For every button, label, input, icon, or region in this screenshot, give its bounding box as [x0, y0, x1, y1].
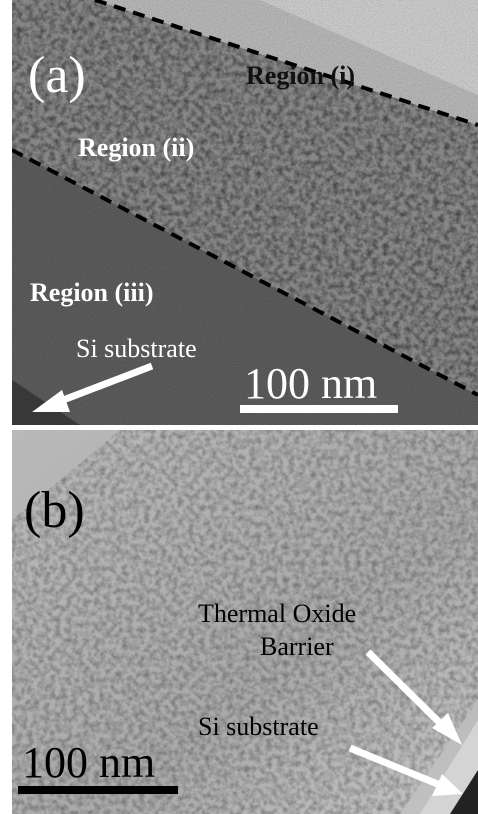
scale-bar-label: 100 nm — [244, 359, 377, 408]
region-label: Region (ii) — [78, 133, 194, 162]
arrow-label: Si substrate — [198, 712, 319, 741]
arrow — [365, 649, 448, 731]
boundary-line — [94, 0, 478, 127]
panel-label: (b) — [24, 482, 85, 539]
panel-b: (b) Thermal Oxide Barrier Si substrate 1… — [12, 430, 478, 814]
arrow-label: Si substrate — [76, 334, 197, 363]
arrow — [56, 362, 154, 406]
arrow — [348, 744, 442, 789]
panel-a: (a) Region (i) Region (ii) Region (iii) … — [12, 0, 478, 425]
arrow-label: Thermal Oxide — [198, 599, 356, 628]
arrow-head — [432, 713, 462, 745]
region-label: Region (i) — [246, 61, 355, 90]
substrate-area — [450, 770, 478, 814]
nanoparticle-texture — [12, 430, 478, 814]
panel-label: (a) — [28, 47, 86, 104]
scale-bar-label: 100 nm — [22, 738, 155, 787]
arrow-head — [432, 774, 463, 796]
image-noise — [12, 0, 478, 425]
scale-bar — [240, 405, 398, 413]
scale-bar — [18, 786, 178, 794]
arrow-head — [32, 390, 70, 412]
arrow-label: Barrier — [260, 632, 334, 661]
boundary-line — [12, 148, 478, 397]
region-label: Region (iii) — [30, 278, 154, 307]
